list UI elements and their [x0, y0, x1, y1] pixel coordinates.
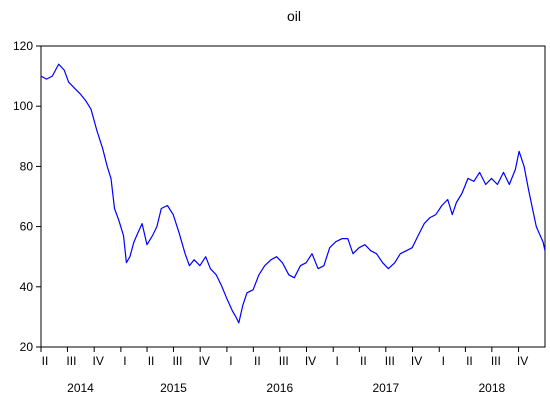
series-line-oil — [40, 63, 546, 324]
x-year-label: 2015 — [160, 381, 187, 395]
x-quarter-label: II — [254, 354, 261, 368]
x-quarter-label: II — [148, 354, 155, 368]
x-year-label: 2014 — [67, 381, 94, 395]
x-quarter-label: II — [360, 354, 367, 368]
y-tick-label: 80 — [20, 159, 34, 173]
x-quarter-label: III — [279, 354, 289, 368]
chart-title: oil — [287, 8, 301, 24]
plot-frame — [40, 45, 546, 348]
x-quarter-label: IV — [199, 354, 210, 368]
x-quarter-label: III — [385, 354, 395, 368]
x-quarter-label: IV — [305, 354, 316, 368]
x-quarter-label: III — [491, 354, 501, 368]
y-tick-label: 120 — [13, 39, 33, 53]
x-year-label: 2016 — [266, 381, 293, 395]
x-quarter-label: I — [123, 354, 126, 368]
x-quarter-label: III — [172, 354, 182, 368]
y-tick-label: 60 — [20, 220, 34, 234]
x-year-label: 2018 — [478, 381, 505, 395]
x-quarter-label: I — [229, 354, 232, 368]
x-quarter-label: II — [42, 354, 49, 368]
y-tick-label: 100 — [13, 99, 33, 113]
x-quarter-label: IV — [517, 354, 528, 368]
x-quarter-label: I — [336, 354, 339, 368]
x-quarter-label: III — [66, 354, 76, 368]
x-quarter-label: IV — [92, 354, 103, 368]
x-quarter-label: IV — [411, 354, 422, 368]
x-year-label: 2017 — [372, 381, 399, 395]
x-quarter-label: I — [442, 354, 445, 368]
y-tick-label: 20 — [20, 340, 34, 354]
y-tick-label: 40 — [20, 280, 34, 294]
x-quarter-label: II — [466, 354, 473, 368]
